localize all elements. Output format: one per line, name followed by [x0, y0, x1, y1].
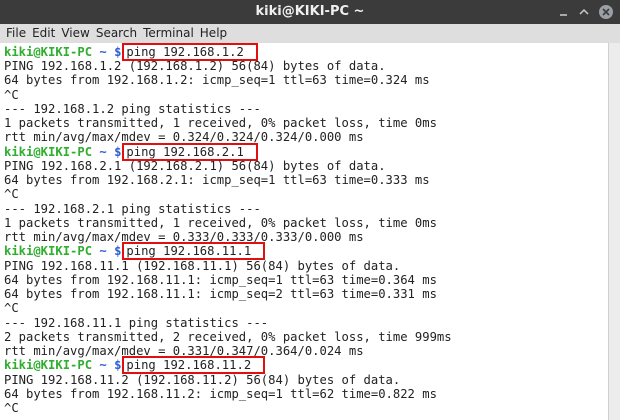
menu-item[interactable]: Terminal [143, 26, 194, 40]
terminal-line: 64 bytes from 192.168.11.1: icmp_seq=1 t… [4, 273, 437, 287]
terminal-line: rtt min/avg/max/mdev = 0.324/0.324/0.324… [4, 130, 364, 144]
output-text: ^C [4, 401, 19, 415]
terminal-line: PING 192.168.11.1 (192.168.11.1) 56(84) … [4, 259, 400, 273]
terminal-line: 64 bytes from 192.168.2.1: icmp_seq=1 tt… [4, 173, 430, 187]
output-text: --- 192.168.2.1 ping statistics --- [4, 201, 261, 216]
output-text: PING 192.168.2.1 (192.168.2.1) 56(84) by… [4, 158, 386, 173]
output-text: ^C [4, 87, 19, 102]
terminal-line: ^C [4, 301, 19, 315]
terminal-line: kiki@KIKI-PC ~ $ ping 192.168.1.2 [4, 43, 258, 61]
output-text: 64 bytes from 192.168.2.1: icmp_seq=1 tt… [4, 173, 430, 188]
command: ping 192.168.1.2 [122, 43, 258, 61]
output-text: 1 packets transmitted, 1 received, 0% pa… [4, 215, 437, 230]
scrollbar[interactable] [608, 43, 620, 420]
output-text: 64 bytes from 192.168.11.1: icmp_seq=1 t… [4, 272, 437, 287]
output-text: 1 packets transmitted, 1 received, 0% pa… [4, 116, 437, 131]
output-text: PING 192.168.11.1 (192.168.11.1) 56(84) … [4, 258, 401, 273]
output-text: rtt min/avg/max/mdev = 0.324/0.324/0.324… [4, 130, 364, 145]
command: ping 192.168.11.1 [122, 242, 266, 261]
terminal-line: 1 packets transmitted, 1 received, 0% pa… [4, 116, 437, 130]
prompt-path: ~ $ [99, 358, 122, 373]
prompt-path: ~ $ [99, 144, 122, 159]
prompt-user: kiki@KIKI-PC [4, 244, 93, 259]
output-text: ^C [4, 187, 19, 202]
prompt-path: ~ $ [99, 45, 122, 59]
terminal-line: --- 192.168.11.1 ping statistics --- [4, 316, 268, 330]
output-text: 64 bytes from 192.168.1.2: icmp_seq=1 tt… [4, 73, 430, 88]
prompt-path: ~ $ [99, 244, 122, 259]
terminal-line: kiki@KIKI-PC ~ $ ping 192.168.11.1 [4, 242, 266, 261]
output-text: PING 192.168.11.2 (192.168.11.2) 56(84) … [4, 372, 401, 387]
output-text: --- 192.168.11.1 ping statistics --- [4, 315, 269, 330]
window-controls [560, 5, 613, 19]
window-title: kiki@KIKI-PC ~ [255, 4, 365, 19]
output-text: rtt min/avg/max/mdev = 0.331/0.347/0.364… [4, 344, 364, 359]
terminal-line: 2 packets transmitted, 2 received, 0% pa… [4, 330, 452, 344]
output-text: 2 packets transmitted, 2 received, 0% pa… [4, 329, 452, 344]
title-bar: kiki@KIKI-PC ~ [0, 0, 620, 24]
terminal-line: 64 bytes from 192.168.11.2: icmp_seq=1 t… [4, 387, 437, 401]
output-text: --- 192.168.1.2 ping statistics --- [4, 101, 261, 116]
menu-item[interactable]: File [6, 26, 27, 40]
menu-item[interactable]: Edit [32, 26, 56, 40]
terminal-line: kiki@KIKI-PC ~ $ ping 192.168.11.2 [4, 356, 266, 375]
output-text: rtt min/avg/max/mdev = 0.333/0.333/0.333… [4, 230, 364, 245]
terminal-output: kiki@KIKI-PC ~ $ ping 192.168.1.2 PING 192… [0, 43, 608, 420]
terminal-line: 64 bytes from 192.168.1.2: icmp_seq=1 tt… [4, 73, 430, 87]
output-text: 64 bytes from 192.168.11.2: icmp_seq=1 t… [4, 386, 437, 401]
command: ping 192.168.11.2 [122, 356, 266, 375]
prompt-user: kiki@KIKI-PC [4, 144, 93, 159]
prompt-user: kiki@KIKI-PC [4, 45, 93, 59]
prompt-user: kiki@KIKI-PC [4, 358, 93, 373]
command: ping 192.168.2.1 [122, 142, 258, 161]
menu-item[interactable]: View [61, 26, 90, 40]
terminal-line: rtt min/avg/max/mdev = 0.333/0.333/0.333… [4, 230, 364, 244]
terminal-line: 64 bytes from 192.168.11.1: icmp_seq=2 t… [4, 287, 437, 301]
terminal-line: ^C [4, 401, 19, 415]
terminal-line: --- 192.168.1.2 ping statistics --- [4, 102, 261, 116]
menu-item[interactable]: Help [199, 26, 228, 40]
maximize-button[interactable] [579, 8, 589, 15]
terminal-line: ^C [4, 187, 19, 201]
terminal-line: rtt min/avg/max/mdev = 0.331/0.347/0.364… [4, 344, 364, 358]
terminal-line: PING 192.168.2.1 (192.168.2.1) 56(84) by… [4, 159, 386, 173]
terminal-line: 1 packets transmitted, 1 received, 0% pa… [4, 216, 437, 230]
output-text: ^C [4, 301, 19, 316]
terminal-line: kiki@KIKI-PC ~ $ ping 192.168.2.1 [4, 142, 258, 161]
terminal-line: ^C [4, 88, 19, 102]
terminal-line: --- 192.168.2.1 ping statistics --- [4, 202, 261, 216]
menu-item[interactable]: Search [95, 26, 138, 40]
output-text: PING 192.168.1.2 (192.168.1.2) 56(84) by… [4, 59, 386, 74]
terminal-line: PING 192.168.11.2 (192.168.11.2) 56(84) … [4, 373, 400, 387]
menu-bar: File Edit View Search Terminal Help [0, 24, 620, 43]
output-text: 64 bytes from 192.168.11.1: icmp_seq=2 t… [4, 287, 437, 302]
terminal-line: PING 192.168.1.2 (192.168.1.2) 56(84) by… [4, 59, 386, 73]
